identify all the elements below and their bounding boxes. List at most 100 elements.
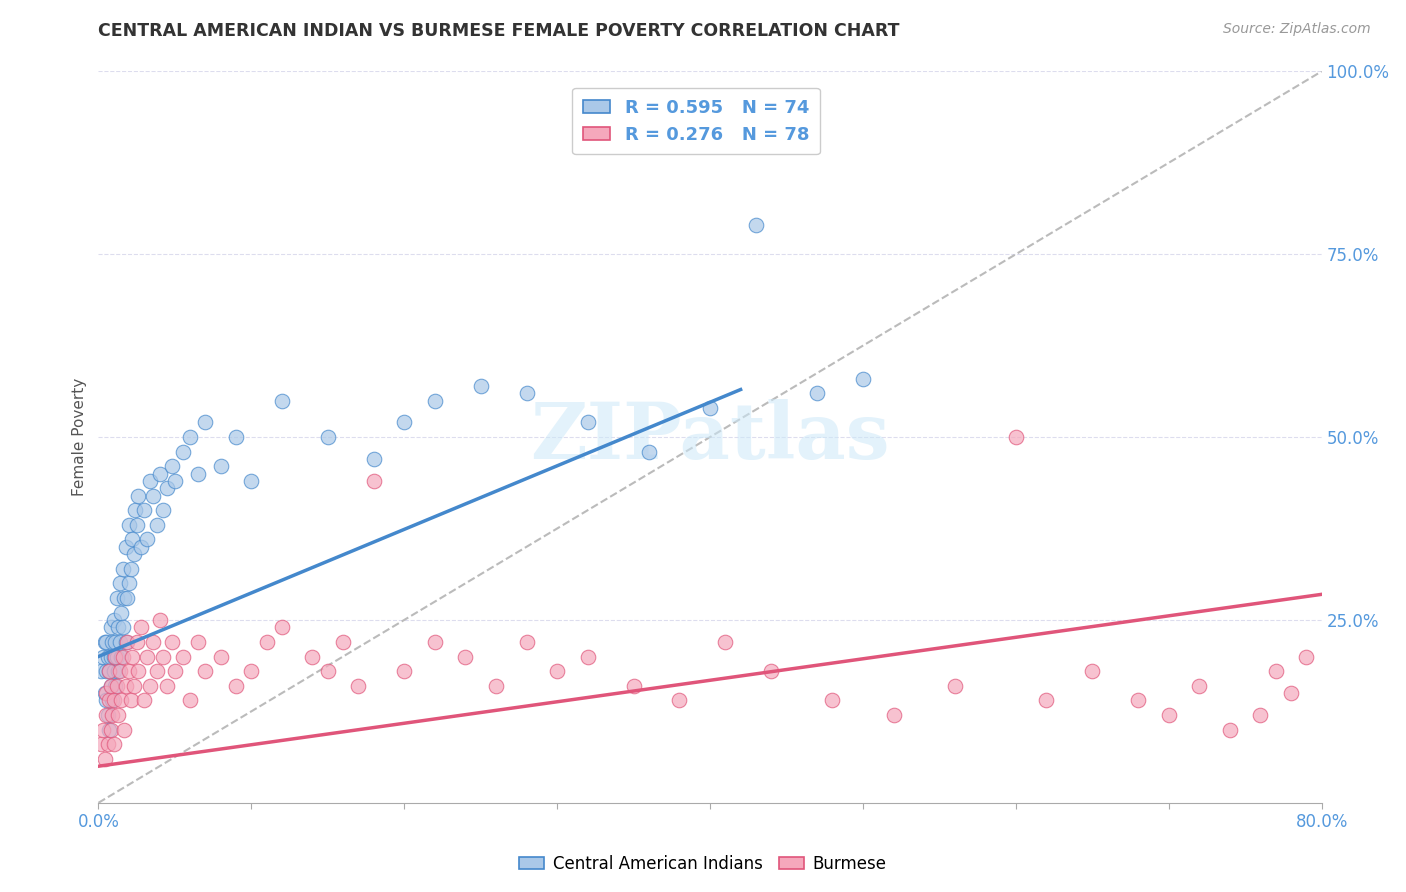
Point xyxy=(117,591,139,605)
Point xyxy=(122,679,145,693)
Point xyxy=(110,693,132,707)
Point xyxy=(98,693,121,707)
Point xyxy=(1219,723,1241,737)
Point xyxy=(120,562,142,576)
Point xyxy=(699,401,721,415)
Point xyxy=(100,620,122,634)
Point xyxy=(516,635,538,649)
Point xyxy=(142,489,165,503)
Point xyxy=(270,393,292,408)
Point xyxy=(172,444,194,458)
Point xyxy=(270,620,292,634)
Point xyxy=(115,540,138,554)
Point xyxy=(256,635,278,649)
Point xyxy=(240,664,263,678)
Point xyxy=(240,474,263,488)
Point xyxy=(117,635,139,649)
Point xyxy=(103,649,125,664)
Point xyxy=(194,416,217,430)
Point xyxy=(392,664,416,678)
Point xyxy=(1035,693,1057,707)
Point xyxy=(100,649,122,664)
Point xyxy=(363,474,385,488)
Point xyxy=(637,444,661,458)
Point xyxy=(98,664,121,678)
Text: Source: ZipAtlas.com: Source: ZipAtlas.com xyxy=(1223,22,1371,37)
Point xyxy=(149,613,172,627)
Point xyxy=(316,430,339,444)
Point xyxy=(107,708,129,723)
Point xyxy=(179,430,201,444)
Point xyxy=(94,635,117,649)
Point xyxy=(90,664,112,678)
Legend: R = 0.595   N = 74, R = 0.276   N = 78: R = 0.595 N = 74, R = 0.276 N = 78 xyxy=(572,87,820,154)
Text: CENTRAL AMERICAN INDIAN VS BURMESE FEMALE POVERTY CORRELATION CHART: CENTRAL AMERICAN INDIAN VS BURMESE FEMAL… xyxy=(98,22,900,40)
Point xyxy=(546,664,568,678)
Point xyxy=(759,664,782,678)
Point xyxy=(225,430,247,444)
Point xyxy=(160,635,183,649)
Point xyxy=(129,540,152,554)
Point xyxy=(136,533,159,547)
Point xyxy=(121,533,143,547)
Point xyxy=(347,679,370,693)
Point xyxy=(423,393,446,408)
Point xyxy=(94,686,117,700)
Point xyxy=(129,620,152,634)
Point xyxy=(136,649,159,664)
Point xyxy=(118,517,141,532)
Point xyxy=(423,635,446,649)
Point xyxy=(1128,693,1150,707)
Point xyxy=(745,218,768,232)
Point xyxy=(301,649,323,664)
Point xyxy=(105,679,128,693)
Point xyxy=(115,635,138,649)
Point xyxy=(714,635,737,649)
Point xyxy=(1081,664,1104,678)
Point xyxy=(101,635,124,649)
Point xyxy=(363,452,385,467)
Point xyxy=(485,679,508,693)
Point xyxy=(821,693,844,707)
Point xyxy=(156,481,179,495)
Point xyxy=(470,379,492,393)
Y-axis label: Female Poverty: Female Poverty xyxy=(72,378,87,496)
Point xyxy=(108,576,131,591)
Point xyxy=(105,591,128,605)
Point xyxy=(103,664,125,678)
Point xyxy=(852,371,875,385)
Point xyxy=(1188,679,1211,693)
Point xyxy=(118,576,141,591)
Point xyxy=(103,613,125,627)
Point xyxy=(104,649,127,664)
Point xyxy=(1279,686,1302,700)
Point xyxy=(104,679,127,693)
Point xyxy=(225,679,247,693)
Point xyxy=(101,708,124,723)
Point xyxy=(111,620,134,634)
Point xyxy=(139,474,162,488)
Point xyxy=(93,752,115,766)
Point xyxy=(115,679,138,693)
Point xyxy=(111,649,134,664)
Point xyxy=(943,679,966,693)
Point xyxy=(118,664,141,678)
Point xyxy=(179,693,201,707)
Point xyxy=(100,679,122,693)
Point xyxy=(125,517,148,532)
Point xyxy=(125,635,148,649)
Point xyxy=(806,386,828,401)
Point xyxy=(112,591,135,605)
Point xyxy=(124,503,146,517)
Point xyxy=(172,649,194,664)
Point xyxy=(142,635,165,649)
Point xyxy=(93,635,115,649)
Point xyxy=(107,664,129,678)
Point xyxy=(100,723,122,737)
Point xyxy=(152,503,174,517)
Point xyxy=(1004,430,1026,444)
Point xyxy=(145,517,167,532)
Point xyxy=(516,386,538,401)
Point xyxy=(108,635,131,649)
Point xyxy=(97,708,120,723)
